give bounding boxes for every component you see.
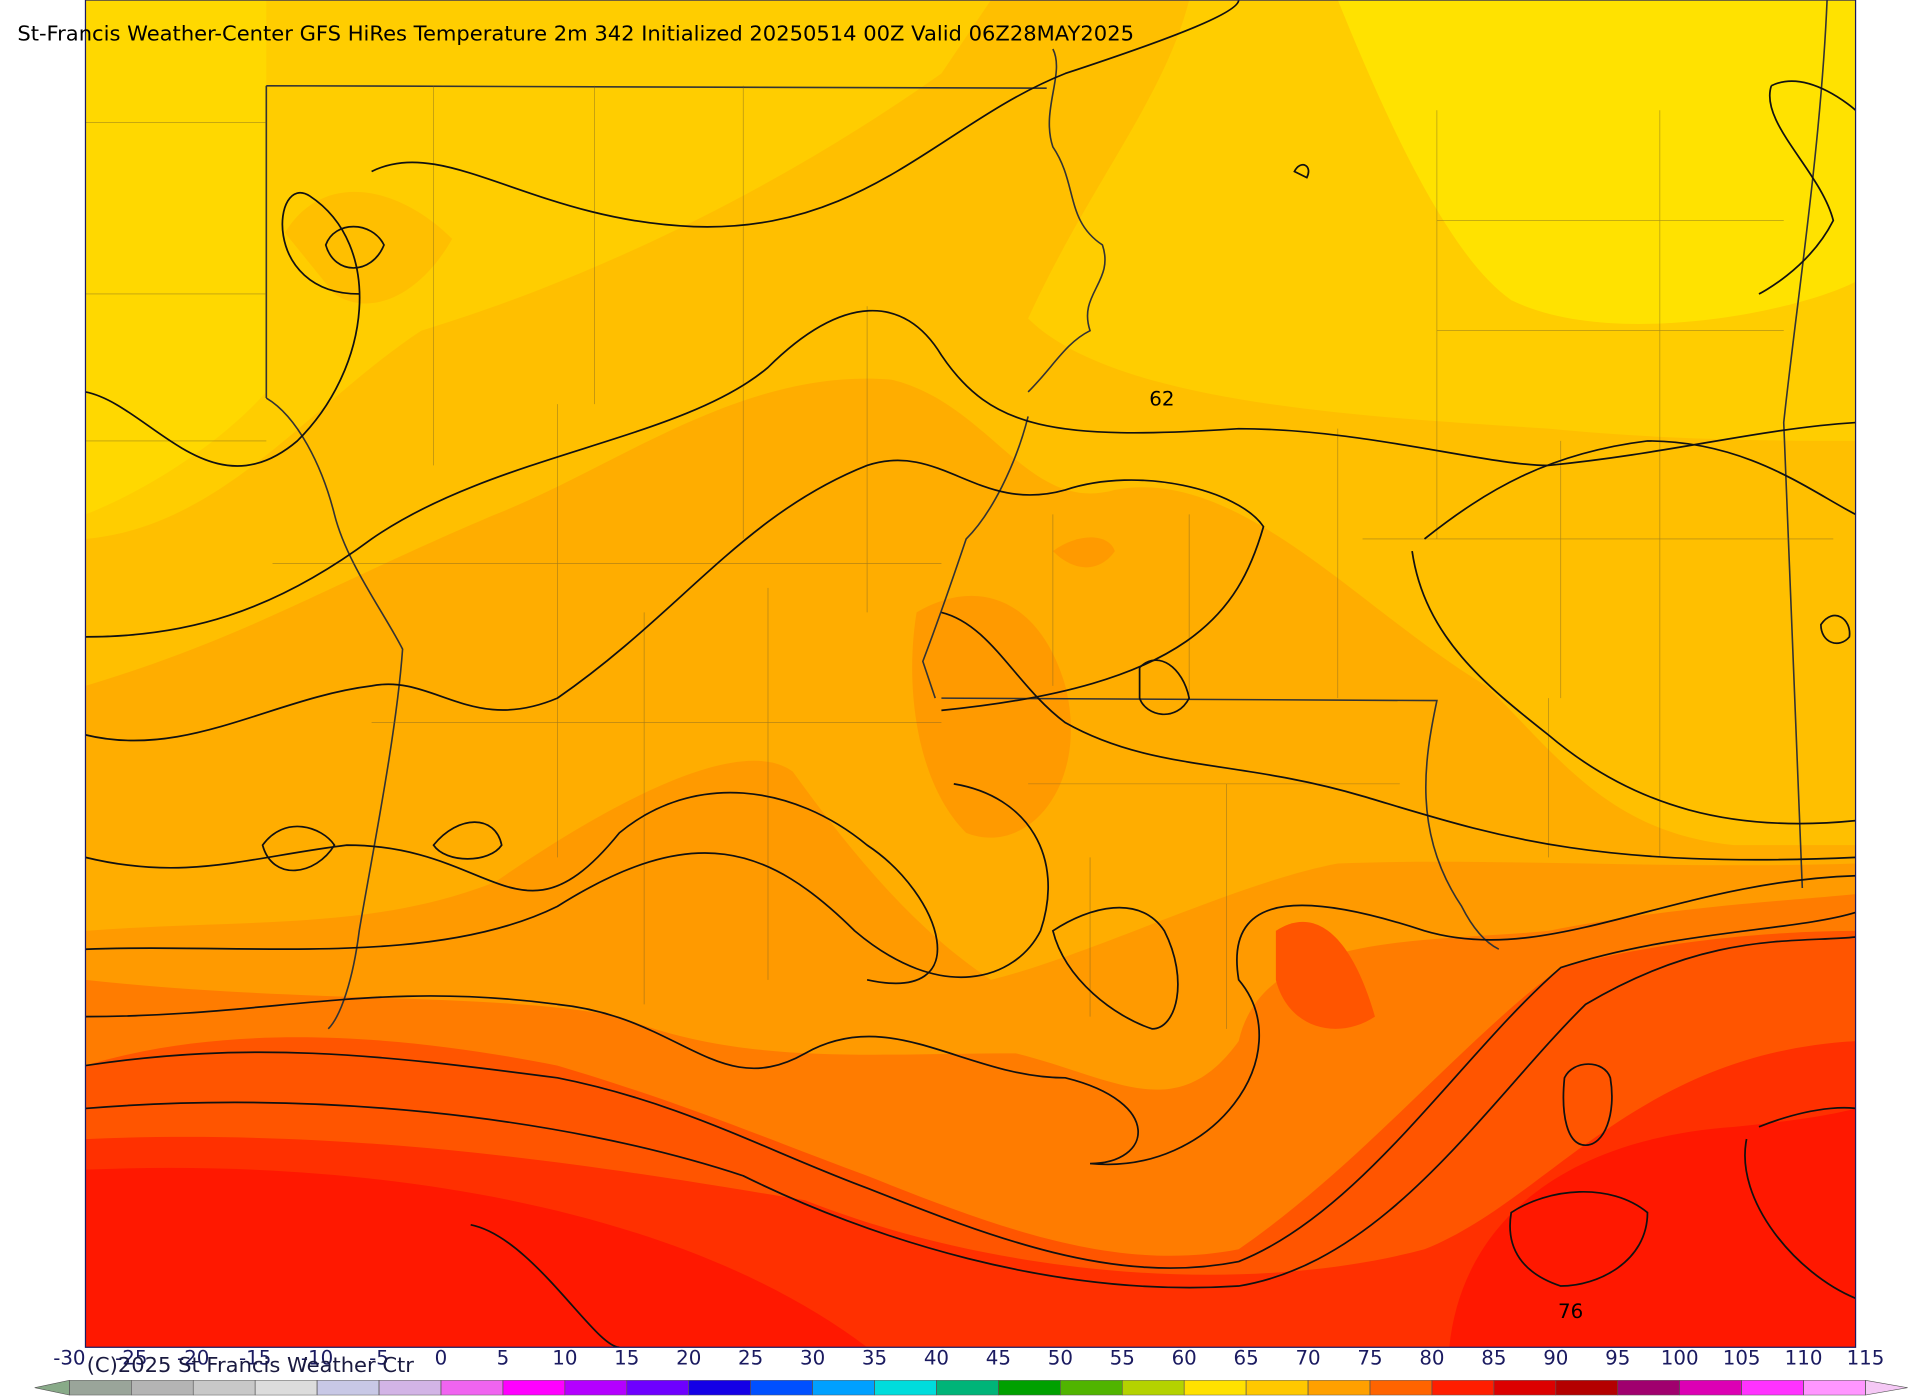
colorbar-segment [750,1380,813,1396]
contour-label: 76 [1558,1300,1583,1323]
colorbar-segment [998,1380,1061,1396]
colorbar-tick-label: 55 [1110,1347,1135,1370]
colorbar-segment [688,1380,751,1396]
colorbar-tick-label: -10 [301,1347,333,1370]
colorbar-tick-label: 40 [924,1347,949,1370]
colorbar-over [1865,1379,1908,1396]
colorbar-segment [812,1380,875,1396]
colorbar-tick-label: 80 [1419,1347,1444,1370]
colorbar-tick-label: 5 [497,1347,510,1370]
colorbar-segment [874,1380,937,1396]
colorbar-tick-label: 60 [1172,1347,1197,1370]
colorbar-segment [1431,1380,1495,1396]
colorbar: -30 -25 -20 -15 -10 -5 0 5 10 15 20 25 30 35 40 45 50 55 6… [34,1347,1908,1396]
contour-label: 62 [1149,388,1174,411]
colorbar-segment [1060,1380,1123,1396]
colorbar-tick-label: 20 [676,1347,701,1370]
colorbar-tick-label: 115 [1847,1347,1885,1370]
colorbar-segment [1122,1380,1185,1396]
colorbar-tick-label: -5 [369,1347,389,1370]
isotherms [85,0,1856,1348]
colorbar-tick-label: -25 [115,1347,147,1370]
colorbar-segment [626,1380,689,1396]
colorbar-segment [1741,1380,1804,1396]
map-frame: 62 76 St-Francis Weather-Center GFS HiRe… [17,0,1908,1396]
colorbar-segment [1617,1380,1680,1396]
colorbar-tick-label: 45 [986,1347,1011,1370]
colorbar-tick-label: 65 [1234,1347,1259,1370]
colorbar-tick-label: 105 [1723,1347,1761,1370]
colorbar-segment [1803,1380,1866,1396]
colorbar-tick-label: 70 [1295,1347,1320,1370]
colorbar-tick-label: -30 [53,1347,85,1370]
colorbar-segment [564,1380,628,1396]
colorbar-tick-label: 0 [435,1347,448,1370]
map-title: St-Francis Weather-Center GFS HiRes Temp… [17,22,1134,46]
colorbar-tick-label: 75 [1357,1347,1382,1370]
colorbar-tick-label: 15 [614,1347,639,1370]
colorbar-segment [1307,1380,1371,1396]
colorbar-segment [192,1380,256,1396]
copyright: (C)2025 St Francis Weather Ctr [87,1353,415,1377]
colorbar-tick-label: -20 [177,1347,209,1370]
colorbar-segment [1679,1380,1742,1396]
colorbar-tick-label: 50 [1048,1347,1073,1370]
colorbar-tick-label: 30 [800,1347,825,1370]
colorbar-tick-label: 110 [1785,1347,1823,1370]
colorbar-tick-label: 25 [738,1347,763,1370]
colorbar-segment [378,1380,442,1396]
boundaries [85,0,1834,1030]
colorbar-tick-label: 95 [1605,1347,1630,1370]
colorbar-tick-label: 35 [862,1347,887,1370]
colorbar-tick-label: 10 [552,1347,577,1370]
colorbar-segment [1493,1380,1557,1396]
colorbar-segment [1245,1380,1309,1396]
colorbar-segment [69,1380,132,1396]
colorbar-tick-label: -15 [239,1347,271,1370]
colorbar-segment [936,1380,999,1396]
colorbar-segment [502,1380,566,1396]
colorbar-tick-label: 85 [1481,1347,1506,1370]
colorbar-under [34,1379,70,1396]
temperature-fill [85,0,1856,1348]
colorbar-segment [254,1380,318,1396]
colorbar-segment [1183,1380,1247,1396]
plot-border [84,0,1857,1348]
colorbar-segment [1369,1380,1433,1396]
colorbar-tick-label: 90 [1543,1347,1568,1370]
colorbar-tick-label: 100 [1661,1347,1699,1370]
colorbar-segment [440,1380,504,1396]
colorbar-segment [131,1380,194,1396]
colorbar-segment [1555,1380,1618,1396]
colorbar-segment [316,1380,380,1396]
